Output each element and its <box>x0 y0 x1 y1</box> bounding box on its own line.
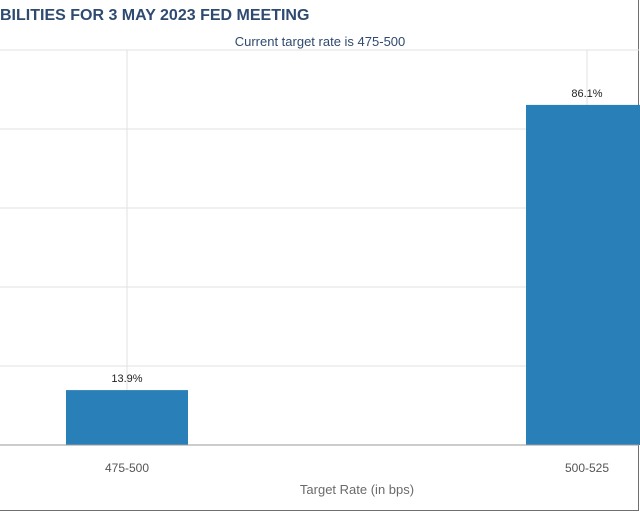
chart-title: BILITIES FOR 3 MAY 2023 FED MEETING <box>0 7 310 24</box>
data-label-500-525: 86.1% <box>571 88 602 100</box>
data-labels: 13.9% 86.1% <box>111 88 602 385</box>
bars <box>66 104 640 445</box>
bar-500-525[interactable] <box>526 104 640 445</box>
chart-subtitle: Current target rate is 475-500 <box>234 34 406 49</box>
x-tick-label-475-500: 475-500 <box>105 461 149 475</box>
x-tick-label-500-525: 500-525 <box>565 461 609 475</box>
x-tick-labels: 475-500 500-525 <box>105 461 609 475</box>
bar-475-500[interactable] <box>66 390 188 445</box>
data-label-475-500: 13.9% <box>111 373 142 385</box>
x-axis-title: Target Rate (in bps) <box>300 482 414 497</box>
